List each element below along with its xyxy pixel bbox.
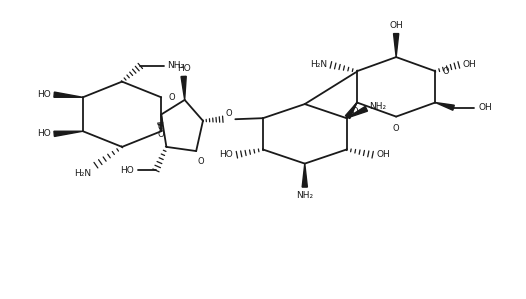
Polygon shape [393,33,399,57]
Text: O: O [158,130,165,139]
Text: OH: OH [478,103,492,112]
Polygon shape [346,103,357,118]
Text: O: O [393,124,399,133]
Polygon shape [347,106,368,118]
Text: NH₂: NH₂ [167,62,185,71]
Text: HO: HO [120,166,134,175]
Text: O: O [226,109,232,118]
Text: H₂N: H₂N [310,60,327,69]
Text: O: O [168,93,175,102]
Text: HO: HO [219,150,233,159]
Polygon shape [54,131,83,136]
Text: O: O [197,157,204,166]
Text: HO: HO [37,90,50,99]
Text: O: O [442,67,449,76]
Text: HO: HO [37,129,50,138]
Text: NH₂: NH₂ [296,191,313,200]
Text: OH: OH [462,60,476,69]
Polygon shape [181,76,186,100]
Text: HO: HO [177,64,190,73]
Text: O: O [352,107,358,116]
Polygon shape [54,92,83,97]
Text: H₂N: H₂N [75,169,92,178]
Text: OH: OH [376,150,390,159]
Text: NH₂: NH₂ [369,102,387,111]
Polygon shape [302,164,307,187]
Polygon shape [436,103,454,110]
Text: OH: OH [389,21,403,30]
